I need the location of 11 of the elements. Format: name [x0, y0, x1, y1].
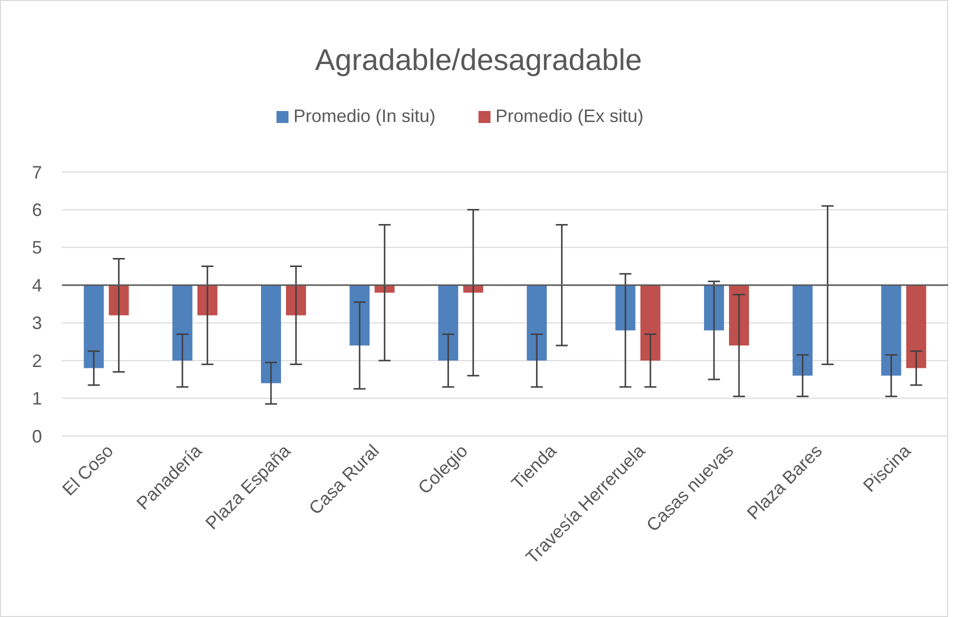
y-tick-label: 4 — [32, 275, 42, 296]
chart-title: Agradable/desagradable — [315, 44, 642, 77]
y-tick-label: 2 — [32, 350, 42, 371]
y-tick-label: 3 — [32, 313, 42, 334]
y-tick-label: 5 — [32, 238, 42, 258]
y-tick-label: 7 — [32, 162, 42, 182]
y-tick-label: 0 — [32, 426, 42, 446]
y-tick-label: 1 — [32, 388, 42, 409]
legend-label: Promedio (Ex situ) — [496, 106, 644, 126]
y-tick-label: 6 — [32, 200, 42, 220]
legend-label: Promedio (In situ) — [294, 106, 436, 126]
